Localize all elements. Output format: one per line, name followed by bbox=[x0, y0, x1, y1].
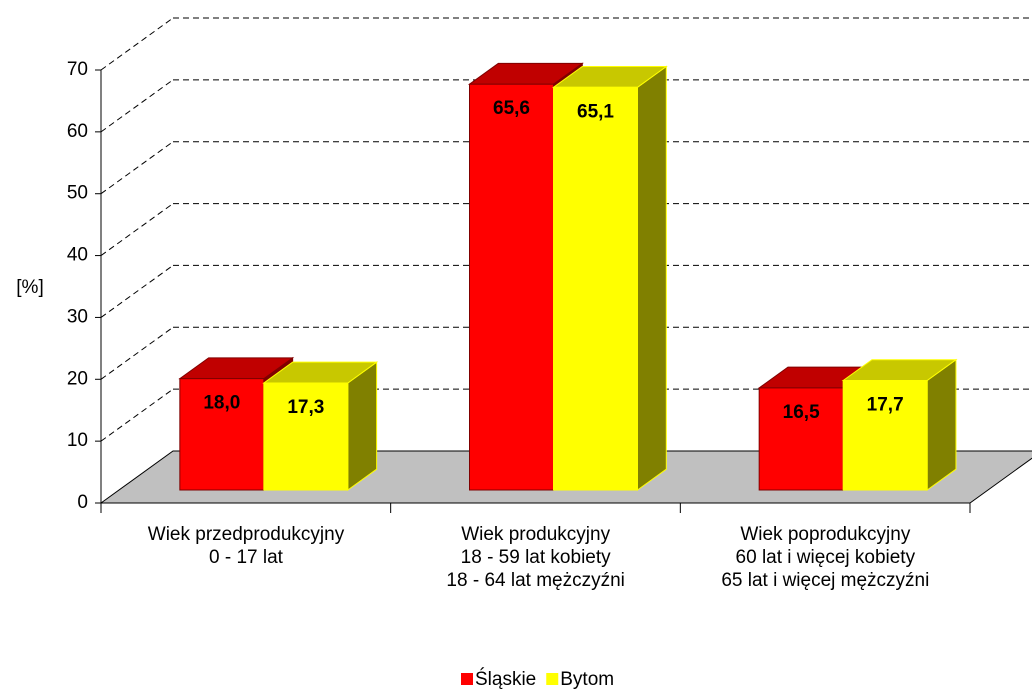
value-label: 18,0 bbox=[203, 393, 240, 414]
value-label: 65,6 bbox=[493, 98, 530, 119]
grid-line bbox=[100, 203, 174, 256]
grid-line bbox=[100, 17, 174, 71]
value-label: 65,1 bbox=[577, 101, 614, 122]
grid-line bbox=[100, 79, 174, 133]
legend-label: Śląskie bbox=[475, 668, 536, 690]
y-tick-label: 50 bbox=[67, 183, 88, 204]
grid-line bbox=[100, 141, 174, 195]
x-tick-label: Wiek poprodukcyjny 60 lat i więcej kobie… bbox=[721, 524, 930, 591]
bar-side bbox=[347, 361, 378, 491]
value-label: 16,5 bbox=[783, 402, 820, 423]
bar bbox=[263, 382, 349, 491]
value-label: 17,3 bbox=[287, 397, 324, 418]
y-tick-label: 0 bbox=[77, 492, 88, 513]
grid-line bbox=[100, 326, 174, 380]
bar-side bbox=[637, 65, 667, 491]
bar bbox=[758, 387, 844, 491]
y-tick-label: 20 bbox=[67, 368, 88, 389]
grid-line bbox=[100, 265, 174, 318]
legend-label: Bytom bbox=[560, 669, 614, 690]
y-axis-label: [%] bbox=[16, 277, 43, 298]
bar bbox=[469, 83, 554, 491]
y-tick-label: 30 bbox=[67, 306, 88, 327]
bar-side bbox=[926, 358, 957, 491]
y-tick-label: 40 bbox=[67, 245, 88, 266]
grid-line bbox=[100, 388, 174, 442]
legend-swatch bbox=[546, 673, 559, 685]
value-label: 17,7 bbox=[867, 395, 904, 416]
y-tick-label: 70 bbox=[67, 59, 88, 80]
x-tick-label: Wiek przedprodukcyjny 0 - 17 lat bbox=[147, 524, 345, 568]
x-tick-label: Wiek produkcyjny 18 - 59 lat kobiety 18 … bbox=[446, 524, 625, 591]
bar bbox=[842, 380, 928, 491]
legend-swatch bbox=[461, 673, 473, 685]
y-tick-label: 10 bbox=[67, 430, 88, 451]
y-tick-label: 60 bbox=[67, 121, 88, 142]
bar bbox=[553, 86, 638, 491]
